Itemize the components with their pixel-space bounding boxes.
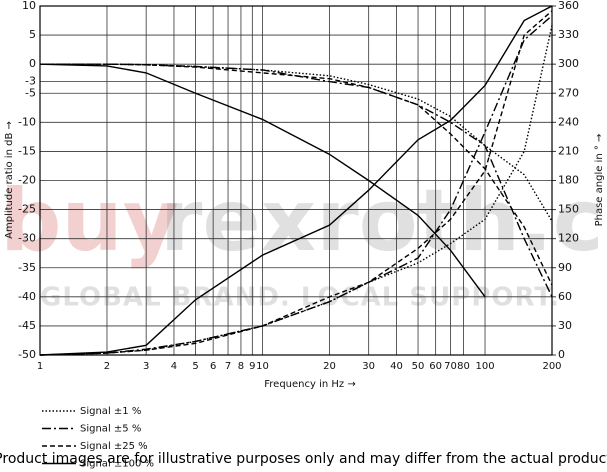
y2-tick-label: 240 xyxy=(558,115,579,128)
x-tick-label: 2 xyxy=(104,361,110,372)
x-tick-label: 40 xyxy=(390,361,403,372)
x-tick-label: 6 xyxy=(210,361,216,372)
phase-line xyxy=(39,10,553,356)
y2-tick-label: 360 xyxy=(558,0,579,12)
x-tick-label: 20 xyxy=(323,361,336,372)
y-tick-label: -10 xyxy=(18,115,36,128)
y-tick-label: 0 xyxy=(29,57,36,70)
x-tick-label: 3 xyxy=(143,361,149,372)
y2-axis-label: Phase angle in ° → xyxy=(594,134,605,227)
phase-line xyxy=(39,15,553,356)
x-tick-label: 7 xyxy=(225,361,231,372)
x-tick-label: 30 xyxy=(362,361,375,372)
y-tick-label: -40 xyxy=(18,290,36,303)
y2-tick-label: 150 xyxy=(558,203,579,216)
legend-label: Signal ±100 % xyxy=(80,459,154,470)
y2-tick-label: 180 xyxy=(558,174,579,187)
x-tick-label: 5 xyxy=(192,361,198,372)
y2-tick-label: 60 xyxy=(558,290,572,303)
y2-tick-label: 120 xyxy=(558,232,579,245)
y2-tick-label: 300 xyxy=(558,57,579,70)
legend-label: Signal ±1 % xyxy=(80,406,141,417)
y2-tick-label: 210 xyxy=(558,144,579,157)
y2-tick-label: 0 xyxy=(558,348,565,361)
y-tick-label: -3 xyxy=(25,75,36,88)
x-tick-label: 50 xyxy=(412,361,425,372)
y2-tick-label: 270 xyxy=(558,86,579,99)
amplitude-line xyxy=(39,63,486,298)
phase-line xyxy=(39,5,553,356)
y-tick-label: 5 xyxy=(29,28,36,41)
y-tick-label: -50 xyxy=(18,348,36,361)
x-tick-label: 10 xyxy=(256,361,269,372)
x-tick-label: 100 xyxy=(475,361,494,372)
watermark: GLOBAL BRAND. LOCAL SUPPORT. xyxy=(40,283,560,313)
y2-tick-label: 330 xyxy=(558,28,579,41)
y-tick-label: -5 xyxy=(25,86,36,99)
y2-tick-label: 30 xyxy=(558,319,572,332)
x-tick-label: 200 xyxy=(542,361,561,372)
x-tick-label: 70 xyxy=(444,361,457,372)
x-tick-label: 9 xyxy=(249,361,255,372)
watermark: buy xyxy=(0,171,179,271)
y-tick-label: -20 xyxy=(18,174,36,187)
x-tick-label: 1 xyxy=(37,361,43,372)
y-tick-label: -30 xyxy=(18,232,36,245)
y-tick-label: -15 xyxy=(18,144,36,157)
y-tick-label: 10 xyxy=(22,0,36,12)
amplitude-line xyxy=(40,63,553,286)
amplitude-line xyxy=(40,63,553,298)
legend-label: Signal ±5 % xyxy=(80,424,141,435)
watermark: rexroth.com xyxy=(160,171,607,271)
x-tick-label: 8 xyxy=(238,361,244,372)
y-tick-label: -35 xyxy=(18,261,36,274)
x-tick-label: 80 xyxy=(457,361,470,372)
plot-frame xyxy=(39,5,553,356)
legend-label: Signal ±25 % xyxy=(80,441,148,452)
y-axis-label: Amplitude ratio in dB → xyxy=(4,121,15,239)
x-axis-label: Frequency in Hz → xyxy=(264,379,355,390)
footer: Product images are for illustrative purp… xyxy=(0,451,607,467)
y2-tick-label: 90 xyxy=(558,261,572,274)
x-tick-label: 4 xyxy=(171,361,177,372)
y-tick-label: -45 xyxy=(18,319,36,332)
x-tick-label: 60 xyxy=(429,361,442,372)
y-tick-label: -25 xyxy=(18,203,36,216)
